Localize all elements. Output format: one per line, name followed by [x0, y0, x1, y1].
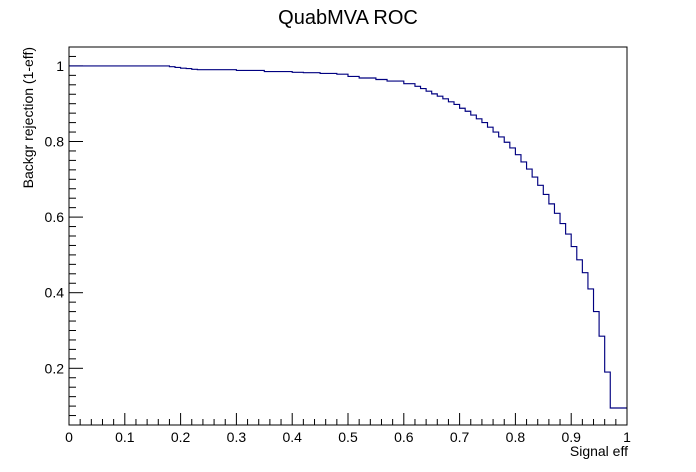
- series-layer: [69, 65, 627, 409]
- y-tick-label: 0.2: [45, 360, 65, 376]
- plot-frame: [68, 46, 628, 426]
- y-tick-label: 0.8: [45, 134, 65, 150]
- x-tick-label: 0.4: [282, 429, 302, 445]
- x-tick-label: 0: [65, 429, 73, 445]
- x-tick-label: 0.7: [450, 429, 470, 445]
- y-tick-label: 1: [56, 58, 64, 74]
- chart-title: QuabMVA ROC: [278, 7, 418, 29]
- x-axis-title: Signal eff: [570, 443, 628, 459]
- x-tick-label: 0.5: [338, 429, 358, 445]
- roc-curve: [69, 65, 627, 409]
- x-tick-label: 0.6: [394, 429, 414, 445]
- x-tick-label: 0.2: [171, 429, 191, 445]
- x-tick-label: 0.1: [115, 429, 135, 445]
- x-tick-label: 1: [623, 429, 631, 445]
- x-tick-label: 0.3: [227, 429, 247, 445]
- axis-ticks: [68, 46, 628, 426]
- x-tick-label: 0.9: [561, 429, 581, 445]
- y-axis-title: Backgr rejection (1-eff): [20, 47, 36, 188]
- tick-labels: 0 0.1 0.2 0.3 0.4 0.5 0.6 0.7 0.8 0.9 1 0.2 0.4 0.6 0.…: [45, 58, 632, 445]
- x-tick-label: 0.8: [506, 429, 526, 445]
- y-tick-label: 0.4: [45, 285, 65, 301]
- y-tick-label: 0.6: [45, 209, 65, 225]
